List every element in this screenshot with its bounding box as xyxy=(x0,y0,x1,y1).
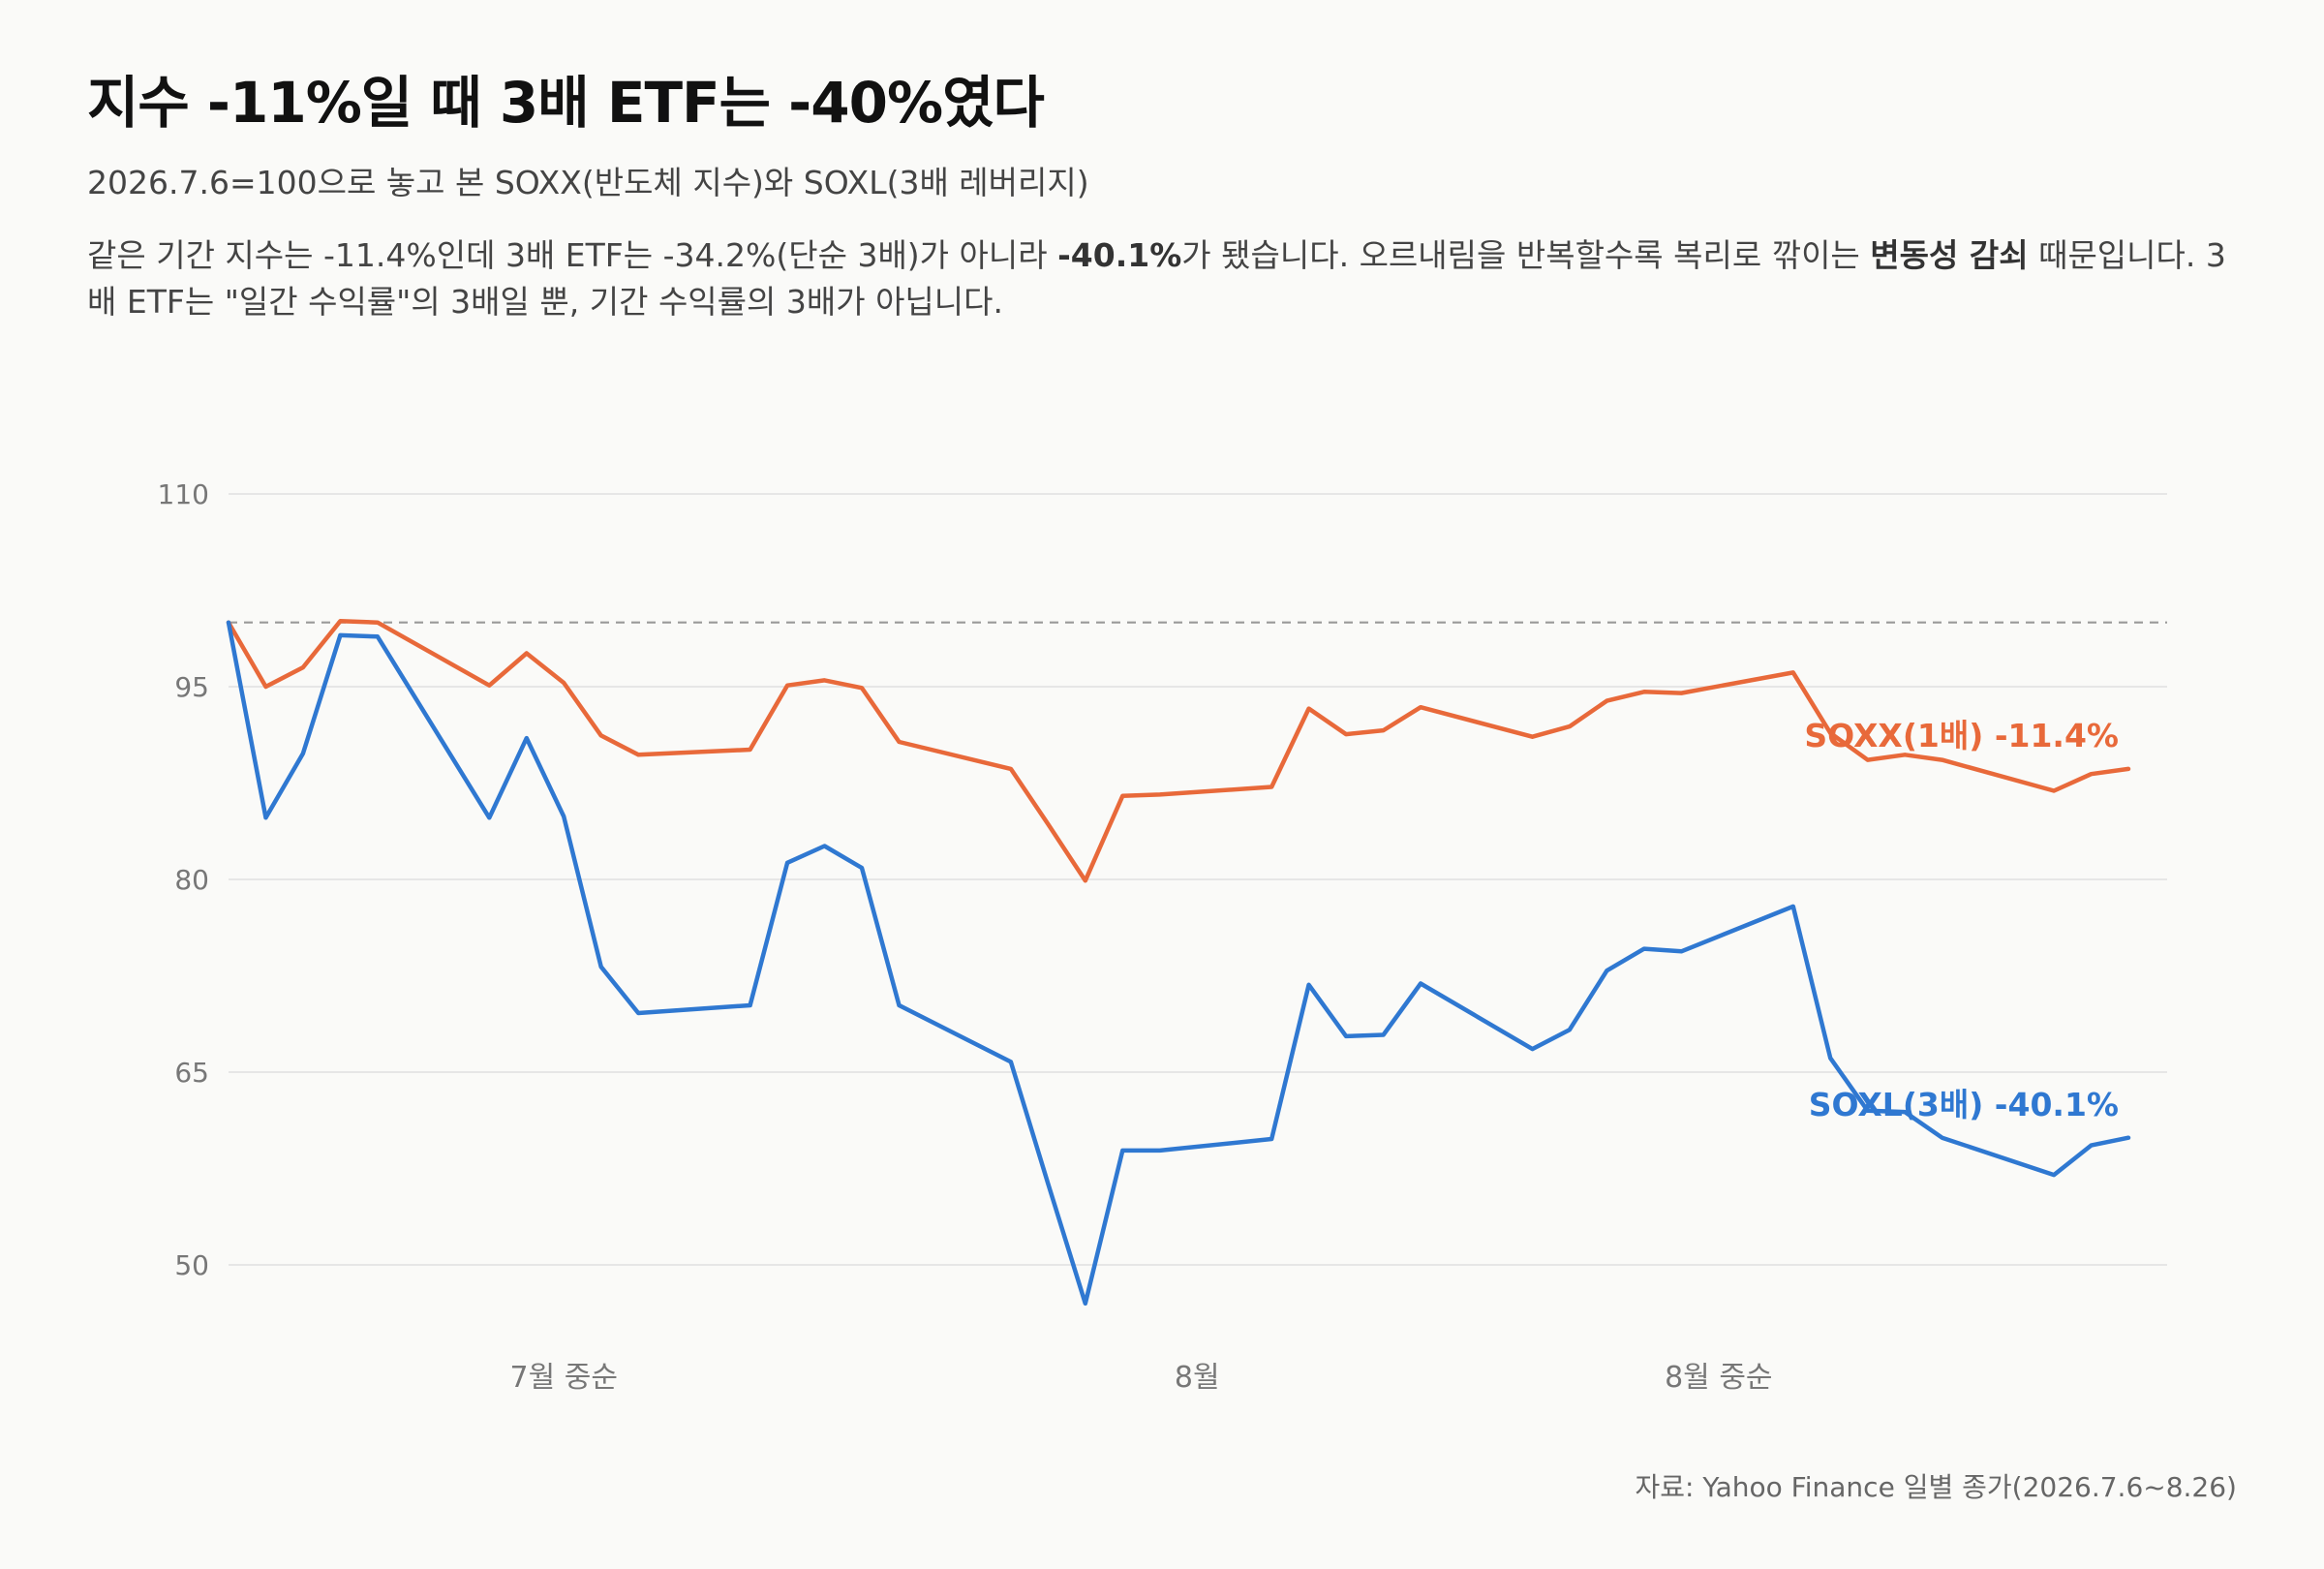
y-tick-label-50: 50 xyxy=(174,1249,209,1281)
soxx-series-line xyxy=(226,619,2131,883)
source-note: 자료: Yahoo Finance 일별 종가(2026.7.6~8.26) xyxy=(1635,1471,2237,1503)
x-tick-label-3: 8월 중순 xyxy=(1665,1361,1772,1395)
chart-description: 같은 기간 지수는 -11.4%인데 3배 ETF는 -34.2%(단순 3배)… xyxy=(87,232,2247,325)
chart-subtitle: 2026.7.6=100으로 놓고 본 SOXX(반도체 지수)와 SOXL(3… xyxy=(87,163,1089,201)
y-tick-label-95: 95 xyxy=(174,671,209,703)
description-part-1: 같은 기간 지수는 -11.4%인데 3배 ETF는 -34.2%(단순 3배)… xyxy=(87,236,1058,275)
soxl-series-label: SOXL(3배) -40.1% xyxy=(1809,1086,2119,1123)
x-tick-label-2: 8월 xyxy=(1175,1361,1220,1395)
chart-title: 지수 -11%일 때 3배 ETF는 -40%였다 xyxy=(87,70,1045,136)
x-tick-label-1: 7월 중순 xyxy=(510,1361,618,1395)
y-tick-label-65: 65 xyxy=(174,1057,209,1089)
description-part-3: 때문입니다. 3배 ETF는 "일간 수익률"의 3배일 뿐, 기간 수익률의 … xyxy=(87,236,2226,322)
soxx-series-label: SOXX(1배) -11.4% xyxy=(1804,717,2119,754)
description-bold-2: 변동성 감쇠 xyxy=(1870,236,2029,275)
y-tick-label-80: 80 xyxy=(174,864,209,896)
description-bold-1: -40.1% xyxy=(1057,236,1182,275)
chart-header: 지수 -11%일 때 3배 ETF는 -40%였다 2026.7.6=100으로… xyxy=(87,70,2237,325)
description-part-2: 가 됐습니다. 오르내림을 반복할수록 복리로 깎이는 xyxy=(1181,236,1871,275)
y-tick-label-110: 110 xyxy=(158,478,209,510)
soxl-series-line xyxy=(226,620,2131,1307)
